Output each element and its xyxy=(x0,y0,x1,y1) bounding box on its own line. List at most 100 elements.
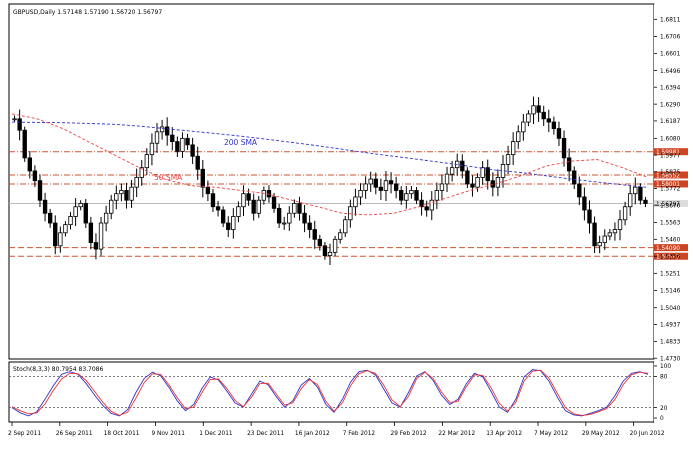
candle-body xyxy=(215,206,221,211)
candle-body xyxy=(551,121,557,129)
candle-body xyxy=(231,216,236,230)
candle-body xyxy=(287,212,292,224)
candle-body xyxy=(617,219,623,230)
level-label-box xyxy=(654,171,688,179)
candle-body xyxy=(210,193,216,208)
time-axis: 2 Sep 2011 26 Sep 2011 18 Oct 2011 9 Nov 20… xyxy=(8,422,665,437)
stoch-tick-label: 80 xyxy=(660,375,668,381)
stoch-axis-strip xyxy=(654,362,692,422)
stoch-title: Stoch(8,3,3) 80.7954 83.7086 xyxy=(13,366,104,373)
y-tick-label: 1.4833 xyxy=(660,340,681,346)
candle-body xyxy=(414,190,419,201)
candle-body xyxy=(241,193,246,208)
candle-body xyxy=(276,207,282,224)
y-tick-label: 1.6811 xyxy=(660,18,681,24)
candle-body xyxy=(531,105,536,115)
candle-body xyxy=(12,118,17,121)
level-label: 1.54090 xyxy=(656,246,680,252)
candle-body xyxy=(505,154,511,165)
annotation-50-sma: 50 SMA xyxy=(154,173,183,182)
candle-body xyxy=(175,141,180,152)
y-tick-label: 1.5146 xyxy=(660,289,681,295)
candle-body xyxy=(343,219,348,234)
level-label: 1.59981 xyxy=(656,150,680,156)
stochastic-pane[interactable] xyxy=(8,361,655,423)
candle-body xyxy=(109,199,114,214)
candle-body xyxy=(449,167,455,175)
y-tick-label: 1.5875 xyxy=(660,170,681,176)
candle-body xyxy=(597,242,602,247)
stoch-tick-label: 100 xyxy=(660,364,671,370)
candle-body xyxy=(73,206,78,217)
stoch-axis: 100 80 20 0 xyxy=(654,364,671,422)
x-tick-label: 29 May 2012 xyxy=(582,431,620,437)
candle-body xyxy=(643,199,648,204)
candle-body xyxy=(170,134,175,143)
stoch-tick-label: 20 xyxy=(660,406,668,412)
main-price-pane[interactable] xyxy=(8,3,655,360)
stoch-signal-line xyxy=(11,369,649,416)
candle-body xyxy=(353,196,358,208)
candle-body xyxy=(317,238,323,247)
candle-body xyxy=(332,238,338,253)
candle-body xyxy=(444,173,450,185)
candle-body xyxy=(63,224,68,234)
candle-body xyxy=(78,203,83,208)
y-tick-label: 1.6187 xyxy=(660,119,681,125)
candle-body xyxy=(144,154,150,169)
candle-body xyxy=(383,180,389,191)
candle-body xyxy=(124,190,129,201)
x-tick-label: 13 Apr 2012 xyxy=(486,431,522,437)
level-label-box xyxy=(654,148,688,156)
candle-body xyxy=(134,177,139,188)
candle-body xyxy=(297,203,302,214)
candle-body xyxy=(322,245,328,256)
candle-body xyxy=(103,212,109,224)
candle-body xyxy=(93,242,99,250)
candle-body xyxy=(536,105,541,113)
y-tick-label: 1.4730 xyxy=(660,356,681,362)
candle-body xyxy=(424,206,429,211)
x-tick-label: 9 Nov 2011 xyxy=(151,431,185,437)
candle-body xyxy=(282,222,287,225)
candle-body xyxy=(429,199,434,211)
candle-body xyxy=(246,193,251,201)
candle-body xyxy=(68,216,73,226)
x-tick-label: 7 May 2012 xyxy=(534,431,568,437)
x-tick-label: 1 Dec 2011 xyxy=(199,431,233,437)
candle-body xyxy=(628,193,633,208)
stoch-main-line xyxy=(11,369,649,417)
candle-body xyxy=(490,180,495,188)
candle-body xyxy=(129,186,134,201)
candle-body xyxy=(37,180,43,201)
candle-body xyxy=(58,232,63,247)
candle-body xyxy=(587,209,592,224)
candle-body xyxy=(465,170,470,185)
candle-body xyxy=(83,203,88,224)
candle-body xyxy=(602,235,607,243)
y-tick-label: 1.6496 xyxy=(660,69,681,75)
candle-body xyxy=(53,222,58,247)
candle-body xyxy=(434,190,440,201)
candle-body xyxy=(541,111,546,120)
candle-body xyxy=(373,178,378,188)
candle-body xyxy=(154,131,160,144)
candle-body xyxy=(88,222,94,243)
x-tick-label: 29 Feb 2012 xyxy=(391,431,427,437)
x-tick-label: 7 Feb 2012 xyxy=(343,431,376,437)
y-tick-label: 1.6080 xyxy=(660,137,681,143)
candle-body xyxy=(271,196,277,209)
level-label: 1.58001 xyxy=(656,182,680,188)
annotation-200-sma: 200 SMA xyxy=(224,138,258,147)
level-label-box xyxy=(654,180,688,188)
y-tick-label: 1.5977 xyxy=(660,153,681,159)
candle-body xyxy=(404,193,409,201)
candle-body xyxy=(582,196,587,211)
y-tick-label: 1.6394 xyxy=(660,85,681,91)
candle-body xyxy=(638,186,643,201)
candle-body xyxy=(185,137,190,146)
candle-body xyxy=(572,170,577,185)
candle-body xyxy=(236,206,241,217)
level-label: 1.56797 xyxy=(656,202,680,208)
